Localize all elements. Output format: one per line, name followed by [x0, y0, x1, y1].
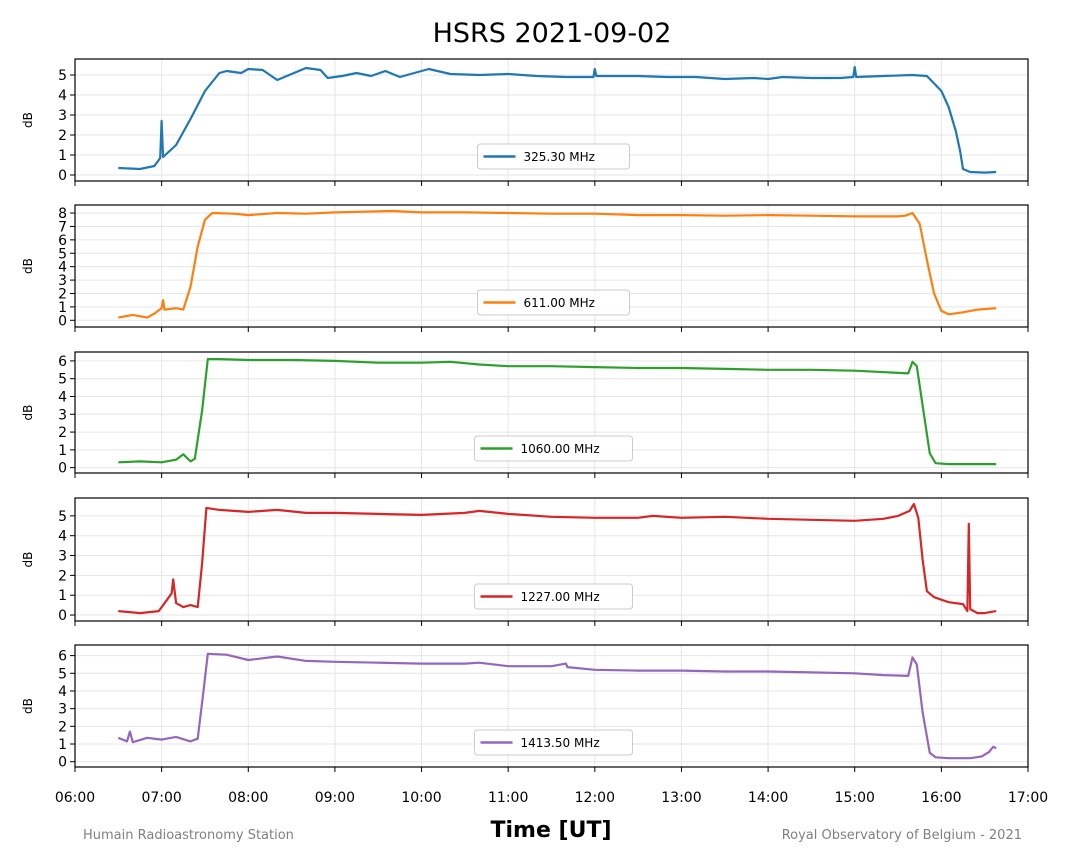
y-tick-label: 3 — [58, 407, 67, 423]
y-tick-label: 1 — [58, 148, 67, 164]
y-tick-label: 5 — [58, 68, 67, 84]
y-tick-label: 2 — [58, 128, 67, 144]
y-tick-label: 2 — [58, 286, 67, 302]
footer-left-credit: Humain Radioastronomy Station — [83, 828, 294, 843]
panel-frame — [74, 644, 1029, 768]
y-tick-label: 1 — [58, 588, 67, 604]
x-tick-label: 07:00 — [141, 790, 181, 806]
legend-4: 1227.00 MHz — [474, 583, 633, 610]
y-axis-label: dB — [21, 552, 35, 568]
y-tick-label: 5 — [58, 509, 67, 525]
legend-label: 1413.50 MHz — [521, 736, 600, 750]
panel-3: 0 1 2 3 45 6 dB 1060.00 MHz — [21, 351, 1029, 478]
y-tick-label: 3 — [58, 702, 67, 718]
y-tick-label: 0 — [58, 461, 67, 477]
y-tick-label: 5 — [58, 666, 67, 682]
y-tick-label: 5 — [58, 246, 67, 262]
y-tick-label: 3 — [58, 273, 67, 289]
y-tick-label: 5 — [58, 372, 67, 388]
legend-box — [477, 289, 630, 316]
x-tick-label: 06:00 — [55, 790, 95, 806]
footer-right-credit: Royal Observatory of Belgium - 2021 — [782, 828, 1022, 843]
chart-title: HSRS 2021-09-02 — [433, 18, 672, 49]
y-tick-label: 2 — [58, 568, 67, 584]
y-tick-label: 2 — [58, 719, 67, 735]
panel-frame — [74, 204, 1029, 328]
y-axis-label: dB — [21, 258, 35, 274]
y-tick-label: 6 — [58, 354, 67, 370]
y-tick-label: 3 — [58, 549, 67, 565]
y-tick-label: 2 — [58, 425, 67, 441]
y-tick-label: 1 — [58, 737, 67, 753]
legend-label: 325.30 MHz — [524, 150, 595, 164]
x-tick-label: 17:00 — [1008, 790, 1048, 806]
x-tick-label: 09:00 — [315, 790, 355, 806]
legend-2: 611.00 MHz — [477, 289, 630, 316]
y-tick-label: 4 — [58, 260, 67, 276]
panel-1: 0 1 2 3 4 5 dB 325.30 MHz — [21, 58, 1029, 186]
x-tick-label: 16:00 — [921, 790, 961, 806]
y-tick-label: 4 — [58, 529, 67, 545]
legend-label: 1227.00 MHz — [521, 590, 600, 604]
legend-1: 325.30 MHz — [477, 143, 630, 170]
x-tick-label: 15:00 — [835, 790, 875, 806]
y-axis-label: dB — [21, 405, 35, 421]
x-axis-label: Time [UT] — [490, 818, 611, 843]
y-axis-label: dB — [21, 112, 35, 128]
legend-label: 611.00 MHz — [524, 296, 595, 310]
series-line-3 — [118, 358, 997, 466]
legend-label: 1060.00 MHz — [521, 442, 600, 456]
y-tick-label: 0 — [58, 168, 67, 184]
panel-frame — [74, 351, 1029, 474]
y-tick-label: 0 — [58, 755, 67, 771]
legend-box — [474, 729, 633, 756]
x-tick-label: 10:00 — [401, 790, 441, 806]
panel-frame — [74, 58, 1029, 182]
y-tick-label: 4 — [58, 389, 67, 405]
panel-frame — [74, 497, 1029, 622]
y-tick-label: 1 — [58, 300, 67, 316]
series-line-5 — [117, 652, 997, 760]
y-tick-label: 0 — [58, 608, 67, 624]
series-line-4 — [118, 502, 997, 615]
y-tick-label: 4 — [58, 88, 67, 104]
y-tick-label: 8 — [58, 206, 67, 222]
panel-4: 0 1 2 3 4 5 dB 1227.00 MHz — [21, 497, 1029, 626]
legend-box — [474, 583, 633, 610]
y-tick-label: 7 — [58, 219, 67, 235]
legend-5: 1413.50 MHz — [474, 729, 633, 756]
x-tick-label: 12:00 — [575, 790, 615, 806]
y-tick-label: 6 — [58, 233, 67, 249]
x-tick-label: 13:00 — [661, 790, 701, 806]
y-tick-label: 1 — [58, 443, 67, 459]
x-tick-label: 11:00 — [488, 790, 528, 806]
series-line-2 — [118, 209, 997, 319]
legend-box — [477, 143, 630, 170]
legend-3: 1060.00 MHz — [474, 435, 633, 462]
legend-box — [474, 435, 633, 462]
y-axis-label: dB — [21, 698, 35, 714]
x-axis: 06:00 07:00 08:00 09:00 10:00 11:00 12:00 13:00… — [55, 790, 1048, 806]
series-line-1 — [118, 65, 997, 174]
y-tick-label: 0 — [58, 313, 67, 329]
y-tick-label: 4 — [58, 684, 67, 700]
x-tick-label: 08:00 — [228, 790, 268, 806]
panel-5: 0 1 23 4 56 dB 1413.50 MHz — [21, 644, 1029, 772]
x-tick-label: 14:00 — [748, 790, 788, 806]
y-tick-label: 6 — [58, 649, 67, 665]
y-tick-label: 3 — [58, 108, 67, 124]
